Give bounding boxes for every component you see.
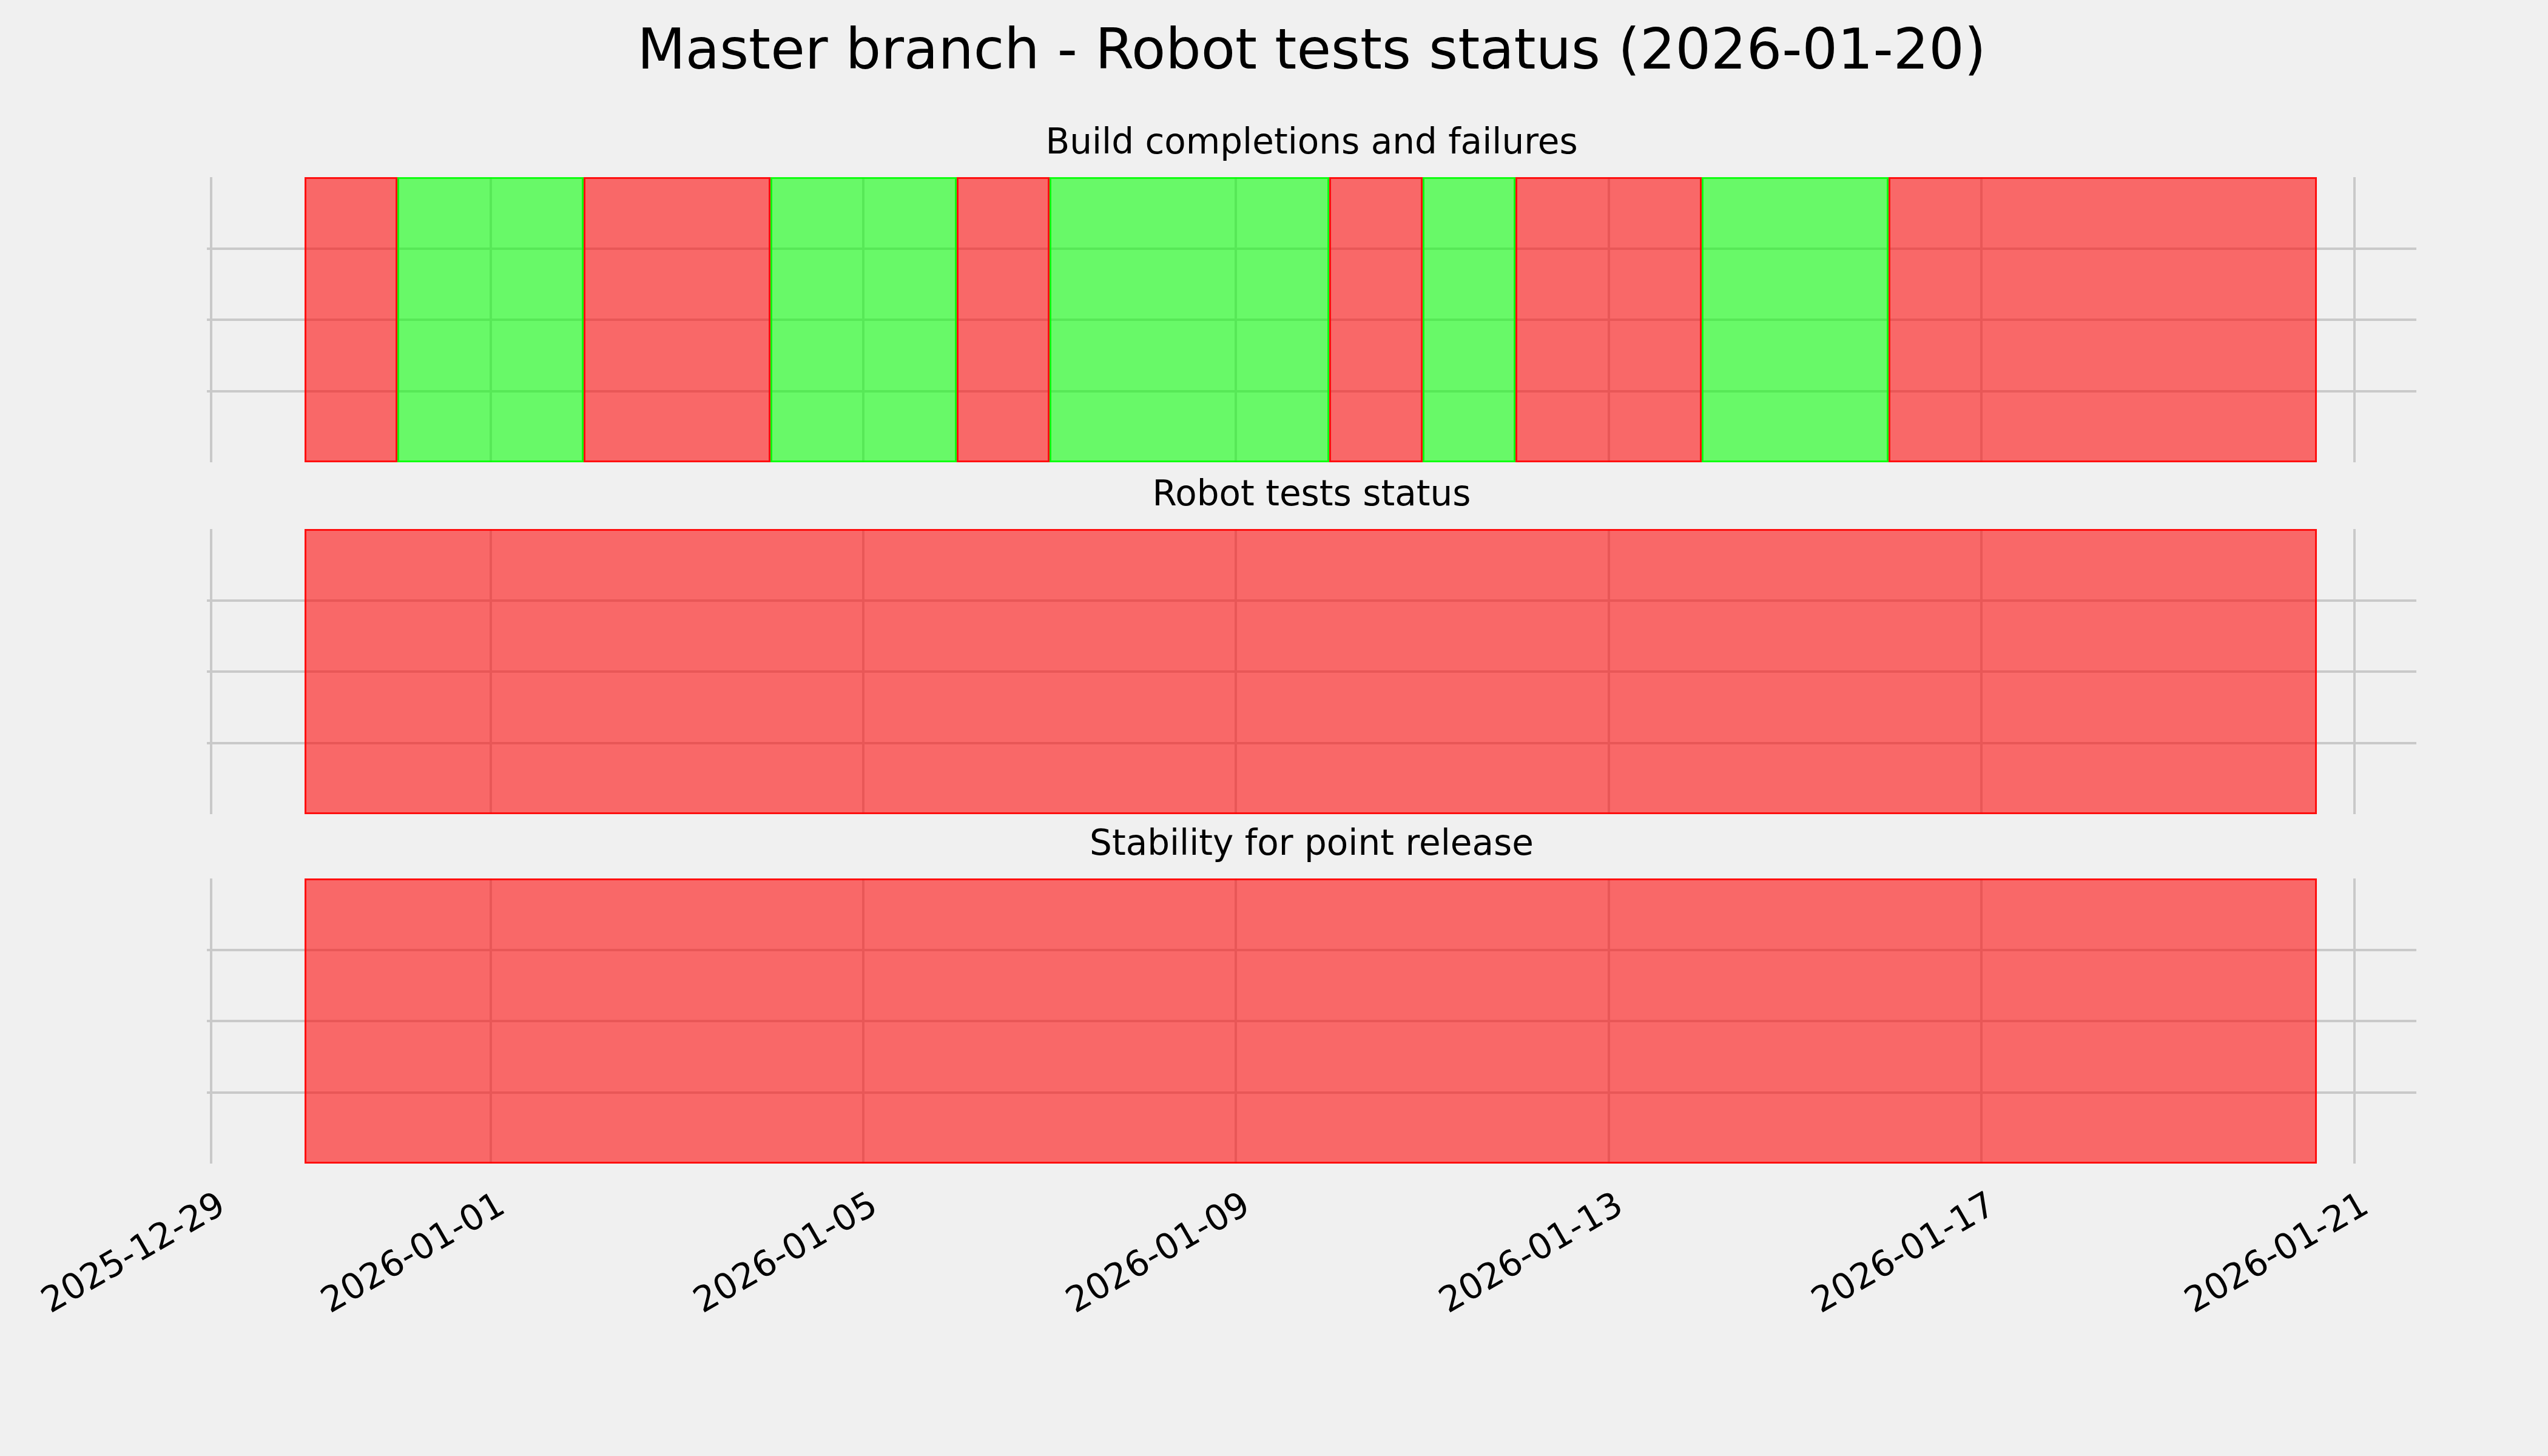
subplot-title-stability: Stability for point release <box>207 822 2416 863</box>
status-segment-failure <box>1329 177 1423 462</box>
status-segment-success <box>1702 177 1888 462</box>
subplot-title-robot-tests: Robot tests status <box>207 473 2416 514</box>
status-segment-success <box>1423 177 1516 462</box>
subplot-title-build-completions: Build completions and failures <box>207 121 2416 162</box>
x-gridline <box>2353 529 2356 814</box>
status-segment-failure <box>957 177 1050 462</box>
x-gridline <box>210 177 212 462</box>
x-tick-label: 2026-01-21 <box>2177 1183 2375 1321</box>
status-segment-failure <box>1515 177 1702 462</box>
x-tick-label: 2026-01-05 <box>686 1183 884 1321</box>
status-segment-success <box>1050 177 1329 462</box>
status-segment-failure <box>305 878 2317 1164</box>
status-segment-failure <box>584 177 770 462</box>
status-segment-success <box>397 177 584 462</box>
x-gridline <box>210 529 212 814</box>
subplot-build-completions-axes <box>207 177 2416 462</box>
subplot-stability-axes <box>207 878 2416 1164</box>
x-tick-label: 2025-12-29 <box>34 1183 232 1321</box>
subplot-robot-tests-axes <box>207 529 2416 814</box>
x-tick-label: 2026-01-09 <box>1059 1183 1257 1321</box>
figure: Master branch - Robot tests status (2026… <box>0 0 2548 1456</box>
status-segment-failure <box>305 177 398 462</box>
x-gridline <box>2353 878 2356 1164</box>
status-segment-failure <box>1889 177 2317 462</box>
status-segment-success <box>770 177 957 462</box>
x-gridline <box>2353 177 2356 462</box>
figure-title: Master branch - Robot tests status (2026… <box>207 17 2416 82</box>
x-tick-label: 2026-01-13 <box>1432 1183 1630 1321</box>
status-segment-failure <box>305 529 2317 814</box>
x-gridline <box>210 878 212 1164</box>
x-tick-label: 2026-01-01 <box>314 1183 511 1321</box>
x-tick-label: 2026-01-17 <box>1804 1183 2002 1321</box>
